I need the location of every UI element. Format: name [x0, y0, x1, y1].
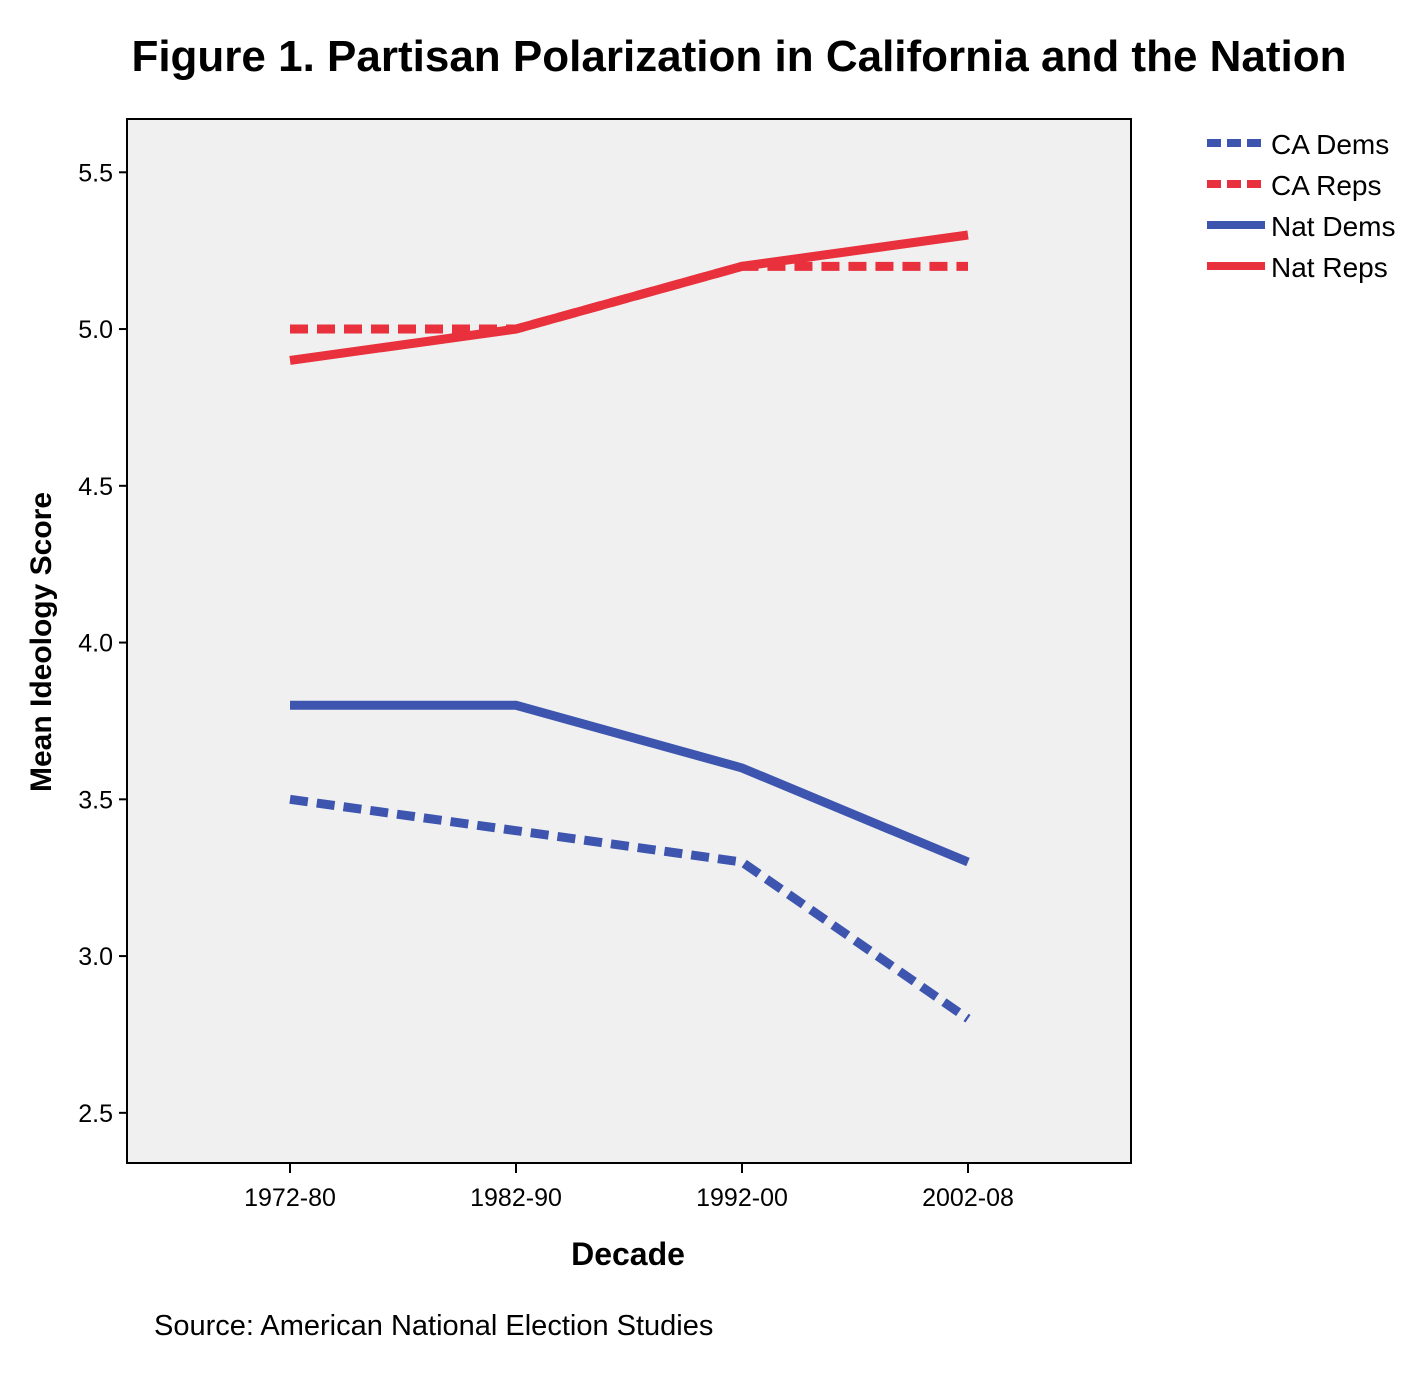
x-axis-label: Decade: [571, 1236, 685, 1272]
legend-item-ca-reps: CA Reps: [1205, 165, 1395, 206]
plot-area: [126, 118, 1132, 1164]
x-tick-label: 1972-80: [244, 1184, 336, 1212]
legend-label: Nat Dems: [1271, 210, 1396, 242]
legend-swatch-nat-reps: [1207, 261, 1265, 270]
legend-label: Nat Reps: [1271, 251, 1388, 283]
legend-swatch-ca-reps: [1207, 179, 1265, 188]
x-tick-label: 1992-00: [696, 1184, 788, 1212]
y-axis: 2.5 3.0 3.5 4.0 4.5 5.0 5.5: [78, 159, 127, 1128]
legend-item-ca-dems: CA Dems: [1205, 124, 1395, 165]
x-axis: 1972-80 1982-90 1992-00 2002-08: [244, 1163, 1014, 1212]
series-lines: [289, 230, 971, 1023]
x-tick-label: 1982-90: [470, 1184, 562, 1212]
legend-item-nat-dems: Nat Dems: [1205, 206, 1395, 247]
y-tick-label: 3.0: [78, 943, 113, 971]
legend-item-nat-reps: Nat Reps: [1205, 247, 1395, 288]
series-line-ca-reps: [290, 261, 968, 334]
y-tick-label: 5.0: [78, 316, 113, 344]
series-line-ca-dems: [289, 794, 971, 1023]
legend-label: CA Dems: [1271, 128, 1390, 160]
legend-label: CA Reps: [1271, 169, 1382, 201]
chart-title: Figure 1. Partisan Polarization in Calif…: [131, 32, 1347, 81]
legend-swatch-ca-dems: [1207, 138, 1265, 147]
y-axis-label: Mean Ideology Score: [25, 491, 58, 793]
y-tick-label: 2.5: [78, 1100, 113, 1128]
y-tick-label: 5.5: [78, 159, 113, 187]
x-tick-label: 2002-08: [922, 1184, 1014, 1212]
y-tick-label: 4.0: [78, 630, 113, 658]
y-tick-label: 4.5: [78, 473, 113, 501]
source-note: Source: American National Election Studi…: [154, 1310, 714, 1342]
legend: CA Dems CA Reps Nat Dems Nat Reps: [1205, 124, 1395, 288]
y-tick-label: 3.5: [78, 786, 113, 814]
series-line-nat-reps: [289, 230, 969, 365]
legend-swatch-nat-dems: [1207, 220, 1265, 229]
series-line-nat-dems: [290, 700, 970, 867]
